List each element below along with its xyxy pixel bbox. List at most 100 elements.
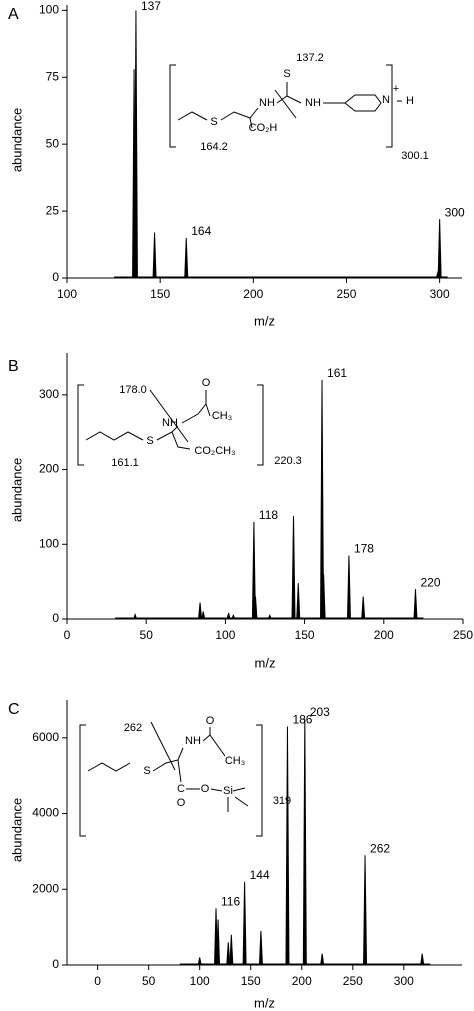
panel-label: A bbox=[8, 6, 19, 23]
structure-label: 161.1 bbox=[111, 457, 139, 469]
peak bbox=[361, 596, 366, 620]
structure-label: 220.3 bbox=[274, 455, 302, 467]
x-tick-label: 100 bbox=[215, 628, 235, 642]
peak bbox=[216, 919, 221, 966]
peak-label: 164 bbox=[191, 224, 211, 238]
structure-label: NH bbox=[162, 417, 178, 429]
peak bbox=[251, 521, 256, 620]
structure-label: S bbox=[146, 435, 153, 447]
x-tick-label: 250 bbox=[453, 628, 473, 642]
structure-label: + bbox=[393, 83, 399, 95]
structure-label: O bbox=[206, 715, 215, 727]
y-tick-label: 100 bbox=[39, 3, 59, 17]
structure-label: S bbox=[210, 116, 217, 128]
structure-label: 137.2 bbox=[296, 52, 324, 64]
x-tick-label: 250 bbox=[336, 287, 356, 301]
structure-bonds bbox=[177, 82, 402, 129]
peak bbox=[302, 718, 307, 966]
y-tick-label: 25 bbox=[46, 203, 60, 217]
structure-label: O bbox=[177, 797, 186, 809]
x-tick-label: 150 bbox=[150, 287, 170, 301]
peak-label: 220 bbox=[420, 575, 440, 589]
x-tick-label: 150 bbox=[295, 628, 315, 642]
peak bbox=[320, 953, 325, 966]
peak bbox=[133, 612, 138, 620]
x-axis-label: m/z bbox=[254, 995, 275, 1010]
y-tick-label: 200 bbox=[39, 462, 59, 476]
panel-label: B bbox=[8, 358, 19, 375]
peak bbox=[258, 930, 263, 966]
structure-label: S bbox=[143, 765, 150, 777]
structure-label: Si bbox=[223, 785, 233, 797]
peak bbox=[296, 583, 301, 620]
structure-label: N bbox=[382, 94, 390, 106]
peak bbox=[229, 934, 234, 966]
x-tick-label: 50 bbox=[140, 628, 154, 642]
peak bbox=[231, 613, 236, 620]
peak-label: 262 bbox=[370, 841, 390, 855]
structure-bracket bbox=[77, 384, 264, 466]
structure-bracket bbox=[79, 724, 263, 837]
peak bbox=[201, 611, 206, 620]
y-axis-label: abundance bbox=[9, 108, 24, 172]
structure-label: 164.2 bbox=[200, 141, 228, 153]
y-axis-label: abundance bbox=[9, 798, 24, 862]
x-axis-label: m/z bbox=[254, 313, 275, 328]
peak bbox=[267, 613, 272, 620]
x-axis-label: m/z bbox=[255, 655, 276, 670]
peak-label: 118 bbox=[259, 508, 278, 522]
peak bbox=[413, 589, 418, 620]
x-tick-label: 200 bbox=[292, 974, 312, 988]
structure-bonds bbox=[87, 721, 249, 812]
peak-label: 116 bbox=[221, 894, 240, 908]
panel-label: C bbox=[8, 701, 20, 718]
x-tick-label: 50 bbox=[142, 974, 156, 988]
structure-label: CH₃ bbox=[225, 755, 245, 767]
peak bbox=[285, 726, 290, 966]
y-tick-label: 6000 bbox=[32, 730, 59, 744]
structure-label: O bbox=[202, 377, 211, 389]
peak-label: 300 bbox=[445, 205, 465, 219]
y-tick-label: 50 bbox=[46, 136, 60, 150]
peak bbox=[152, 232, 157, 279]
peak bbox=[253, 596, 258, 620]
structure-label: NH bbox=[305, 97, 321, 109]
structure-label: 178.0 bbox=[119, 384, 147, 396]
structure-label: S bbox=[283, 68, 290, 80]
y-tick-label: 0 bbox=[52, 611, 59, 625]
structure-label: C bbox=[177, 783, 185, 795]
peak bbox=[321, 574, 326, 620]
peak-label: 161 bbox=[327, 366, 347, 380]
peak bbox=[184, 237, 189, 279]
structure-label: 262 bbox=[124, 722, 142, 734]
peak bbox=[133, 10, 138, 279]
structure-label: CO₂CH₃ bbox=[194, 445, 235, 457]
x-tick-label: 250 bbox=[343, 974, 363, 988]
y-tick-label: 4000 bbox=[32, 806, 59, 820]
structure-label: H bbox=[406, 95, 414, 107]
structure-label: NH bbox=[259, 97, 275, 109]
x-tick-label: 200 bbox=[374, 628, 394, 642]
y-tick-label: 100 bbox=[39, 536, 59, 550]
x-tick-label: 300 bbox=[394, 974, 414, 988]
peak bbox=[242, 881, 247, 966]
peak-label: 144 bbox=[250, 868, 270, 882]
x-tick-label: 100 bbox=[190, 974, 210, 988]
peak-label: 203 bbox=[310, 705, 330, 719]
structure-bonds bbox=[85, 389, 211, 450]
structure-label: CO₂H bbox=[249, 122, 278, 134]
structure-label: CH₃ bbox=[212, 410, 232, 422]
x-tick-label: 0 bbox=[64, 628, 71, 642]
structure-label: 300.1 bbox=[401, 150, 429, 162]
peak-label: 186 bbox=[292, 713, 312, 727]
y-tick-label: 75 bbox=[46, 69, 60, 83]
peak bbox=[437, 219, 442, 279]
peak bbox=[363, 855, 368, 966]
x-tick-label: 300 bbox=[430, 287, 450, 301]
y-tick-label: 0 bbox=[52, 270, 59, 284]
peak-label: 178 bbox=[354, 542, 374, 556]
x-tick-label: 100 bbox=[57, 287, 77, 301]
peak bbox=[420, 953, 425, 966]
